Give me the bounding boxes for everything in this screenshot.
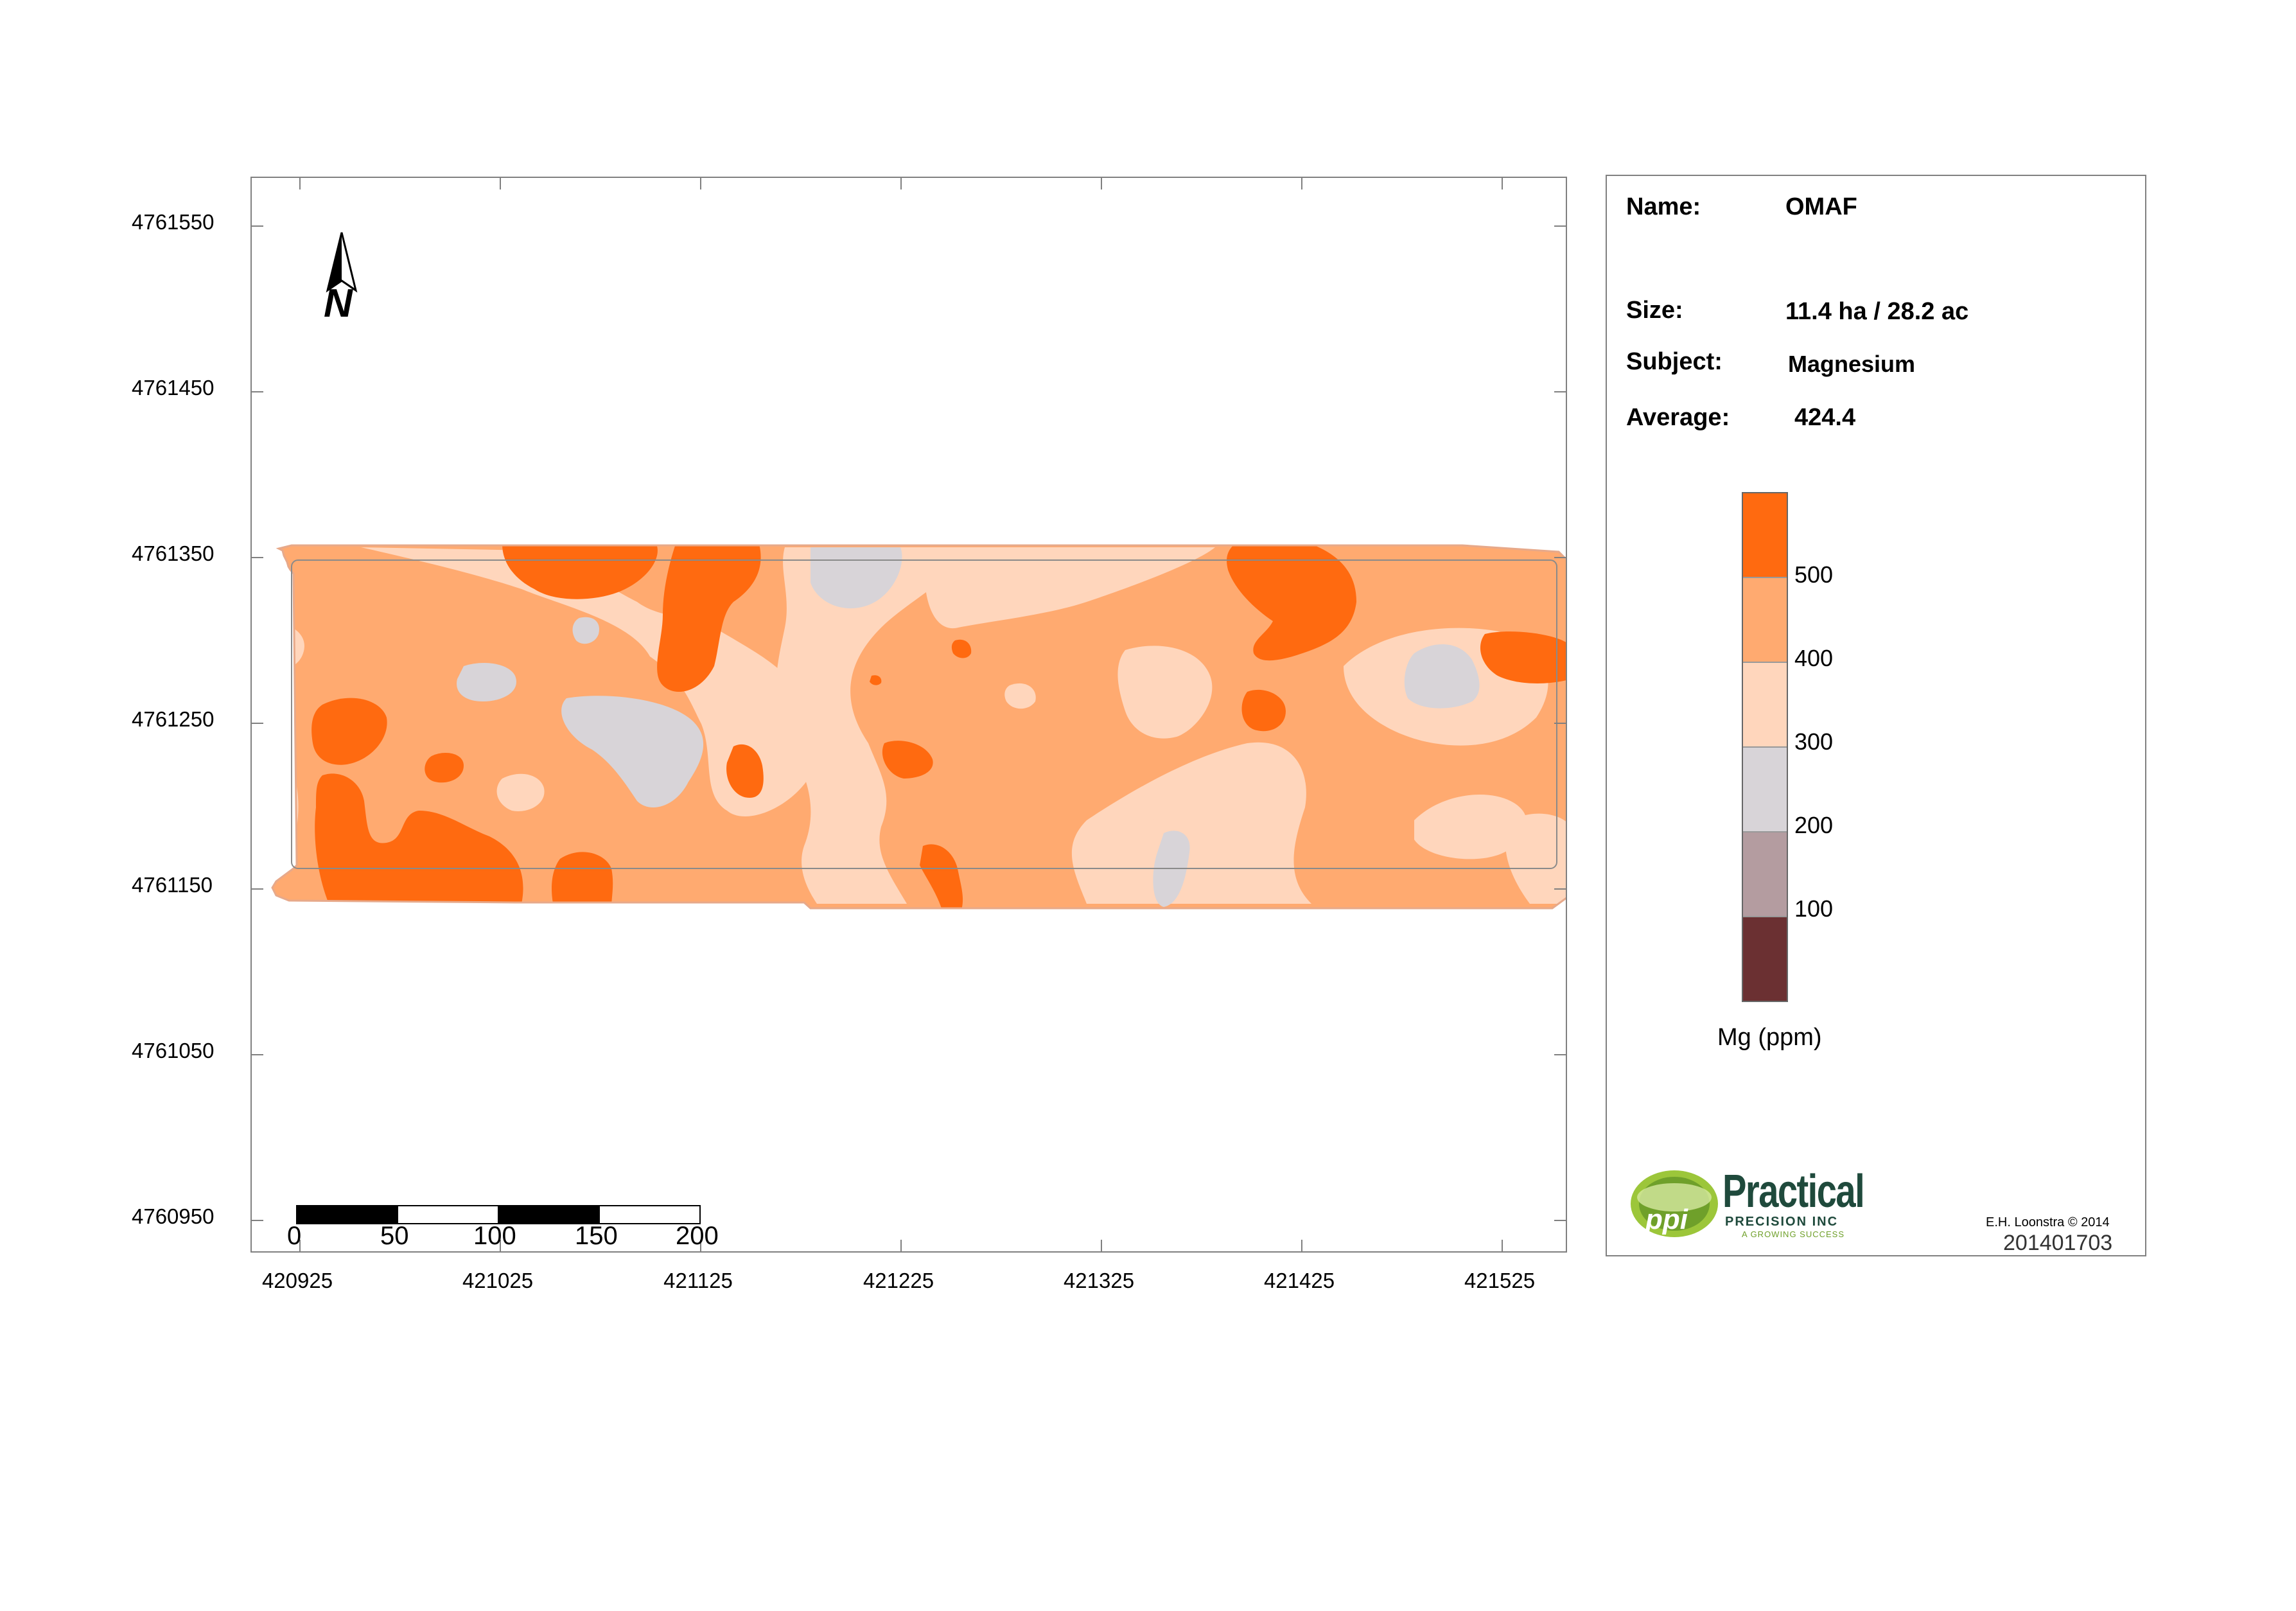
name-value: OMAF [1785,193,1857,220]
logo-initials: ppi [1645,1204,1688,1235]
zone-100-200-north-centre [811,547,902,609]
zone-100-200-spot [572,617,599,644]
legend-break-100: 100 [1794,895,1834,922]
zone-100-200-west-centre [561,696,704,807]
logo-subline: PRECISION INC [1725,1215,1839,1229]
zone-400-plus-north-b [657,545,761,692]
zone-100-200-west [457,663,516,701]
zone-400-plus-north-east [1227,545,1356,661]
legend-swatch [1743,577,1787,662]
zone-200-300-spot-c [1004,683,1036,709]
y-tick-label: 4761250 [132,707,215,731]
x-tick-label: 421525 [1464,1269,1536,1292]
zone-100-200-east [1404,644,1480,709]
north-arrow-icon [326,232,358,293]
legend-break-200: 200 [1794,812,1834,838]
logo-tagline: A GROWING SUCCESS [1742,1229,1845,1239]
average-label: Average: [1626,404,1730,431]
map-canvas [252,178,1566,1251]
zone-200-300-south-east [1414,795,1527,859]
ppi-logo-icon [1631,1170,1718,1237]
y-tick-label: 4760950 [132,1204,215,1228]
y-tick-label: 4761450 [132,376,215,400]
zone-200-300-spot-a [496,773,545,811]
scale-bar [296,1205,701,1224]
zone-400-plus-spot-sw [425,753,464,783]
zone-400-plus-east-spot [1241,689,1286,732]
scale-label-150: 150 [575,1222,618,1250]
legend-break-300: 300 [1794,728,1834,755]
legend-break-400: 400 [1794,645,1834,671]
zone-400-plus-north-a [502,545,658,599]
zone-200-300-mid-north [924,547,1215,629]
zone-200-300-far-east [1505,813,1566,904]
scale-label-50: 50 [380,1222,409,1250]
scale-label-0: 0 [287,1222,302,1250]
legend-swatch [1743,662,1787,746]
zone-400-plus-centre-b [882,741,933,779]
zone-200-300-south-centre [1071,742,1311,904]
zone-400-plus-mid-spot [951,639,972,658]
zone-200-300-west-south [272,743,299,872]
legend-swatch [1743,831,1787,916]
zone-400-plus-centre-a [726,744,764,798]
subject-label: Subject: [1626,348,1722,375]
legend-swatch [1743,746,1787,831]
name-label: Name: [1626,193,1701,220]
scale-label-200: 200 [676,1222,719,1250]
size-value: 11.4 ha / 28.2 ac [1785,298,1969,325]
legend-break-500: 500 [1794,561,1834,588]
credit-text: E.H. Loonstra © 2014 [1986,1215,2110,1229]
x-tick-label: 420925 [261,1269,333,1292]
map-id: 201401703 [2003,1231,2113,1255]
y-tick-label: 4761350 [132,541,215,565]
zone-200-300-mid-east [1117,646,1213,739]
field-inner-boundary [291,559,1557,869]
map-frame: N 0 50 100 150 200 [250,177,1567,1253]
frame-ticks [252,178,1566,1251]
x-tick-label: 421025 [462,1269,534,1292]
y-tick-label: 4761550 [132,210,215,234]
legend-color-ramp [1742,492,1788,1002]
zone-400-plus-far-east [1480,631,1566,683]
zone-200-300-spot-b [1112,813,1164,863]
y-tick-label: 4761050 [132,1039,215,1062]
average-value: 424.4 [1794,404,1856,431]
subject-value: Magnesium [1788,351,1916,377]
zone-200-300-north-west [361,547,818,816]
x-tick-label: 421125 [663,1269,733,1292]
y-tick-label: 4761150 [132,873,213,897]
legend-unit: Mg (ppm) [1717,1024,1822,1051]
logo-brand: Practical [1722,1166,1865,1217]
zone-400-plus-south-west [315,773,523,904]
legend-swatch [1743,493,1787,577]
zone-200-300-centre [776,547,971,904]
x-tick-label: 421425 [1263,1269,1335,1292]
scale-label-100: 100 [473,1222,516,1250]
zone-400-plus-west [311,698,387,765]
north-label: N [324,281,353,326]
zone-400-plus-speck [870,675,882,685]
size-label: Size: [1626,297,1683,324]
zone-400-plus-south-west-b [552,852,613,907]
legend-swatch [1743,916,1787,1001]
field-boundary [271,544,1566,910]
x-tick-label: 421325 [1063,1269,1135,1292]
zone-400-plus-south-centre [920,844,963,908]
x-tick-label: 421225 [863,1269,934,1292]
magnesium-raster [272,545,1566,908]
info-panel: Name: OMAF Size: 11.4 ha / 28.2 ac Subje… [1606,175,2146,1256]
